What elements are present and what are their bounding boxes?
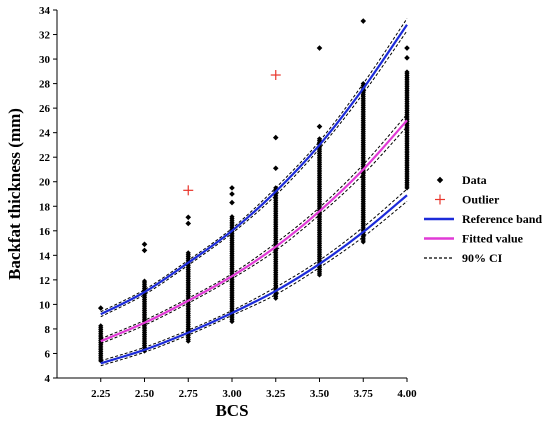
ci-lower-line [100, 30, 408, 318]
legend-label: Fitted value [462, 232, 524, 246]
legend-label: Data [462, 173, 487, 187]
y-tick-label: 24 [39, 128, 51, 140]
data-point [141, 278, 148, 284]
ci-lower-line [100, 126, 408, 345]
x-axis-title: BCS [215, 401, 248, 420]
reference-band-line [100, 24, 408, 316]
data-points-layer [97, 18, 410, 364]
y-tick-label: 12 [39, 275, 51, 287]
y-axis-title: Backfat thickness (mm) [5, 108, 24, 280]
y-tick-label: 28 [39, 79, 51, 91]
x-tick-label: 3.25 [266, 388, 286, 400]
y-tick-label: 4 [45, 373, 51, 385]
data-point [272, 165, 279, 172]
data-point [141, 241, 148, 248]
data-point [316, 123, 323, 130]
legend-label: Outlier [462, 193, 500, 207]
y-tick-label: 8 [45, 324, 51, 336]
ci-lower-line [100, 200, 408, 367]
x-tick-label: 3.75 [354, 388, 374, 400]
ci-upper-line [100, 188, 408, 362]
legend-item: Outlier [435, 193, 500, 207]
legend-item: Fitted value [424, 232, 524, 246]
data-point [360, 18, 367, 24]
legend: Data Outlier Reference band Fitted value 90%… [424, 173, 542, 265]
x-tick-label: 2.50 [135, 388, 155, 400]
legend-item: 90% CI [424, 251, 503, 265]
y-tick-label: 32 [39, 30, 51, 42]
x-tick-label: 4.00 [397, 388, 417, 400]
ci-upper-line [100, 18, 408, 313]
data-point [185, 250, 191, 256]
data-point [141, 247, 148, 254]
y-tick-label: 20 [39, 177, 51, 189]
y-tick-label: 18 [39, 201, 51, 213]
y-tick-label: 34 [39, 5, 51, 17]
y-tick-label: 10 [39, 299, 51, 311]
data-point [185, 220, 192, 227]
legend-item: Data [436, 173, 487, 187]
y-tick-label: 30 [39, 54, 51, 66]
outlier-point [270, 70, 281, 81]
fitted-lines-layer [100, 24, 408, 365]
x-tick-label: 2.75 [179, 388, 199, 400]
y-tick-label: 22 [39, 152, 51, 164]
legend-item: Reference band [424, 212, 542, 226]
legend-label: Reference band [462, 212, 542, 226]
y-tick-label: 26 [39, 103, 51, 115]
x-tick-label: 2.25 [91, 388, 111, 400]
data-point [404, 69, 410, 75]
fitted-value-line [100, 119, 408, 343]
legend-diamond-icon [436, 176, 444, 184]
x-tick-label: 3.00 [222, 388, 242, 400]
data-point [316, 45, 323, 51]
data-point [272, 134, 279, 141]
reference-band-line [100, 194, 408, 365]
data-point [185, 214, 192, 221]
data-point [229, 199, 235, 206]
data-point [404, 45, 410, 51]
data-point [98, 323, 104, 329]
data-point [229, 185, 235, 191]
data-point [229, 214, 235, 220]
axes-layer [53, 9, 408, 382]
y-tick-label: 6 [45, 348, 51, 360]
y-tick-label: 14 [39, 250, 51, 262]
y-tick-label: 16 [39, 226, 51, 238]
data-point [229, 191, 235, 197]
data-point [404, 55, 410, 61]
outlier-point [183, 185, 194, 196]
data-point [316, 136, 323, 142]
legend-label: 90% CI [462, 251, 503, 265]
tick-labels-layer: 4 6 8 10 12 14 16 18 20 22 24 26 28 30 32 34 2.25 2.50 2.7… [39, 5, 417, 400]
data-point [97, 305, 104, 311]
x-tick-label: 3.50 [310, 388, 330, 400]
